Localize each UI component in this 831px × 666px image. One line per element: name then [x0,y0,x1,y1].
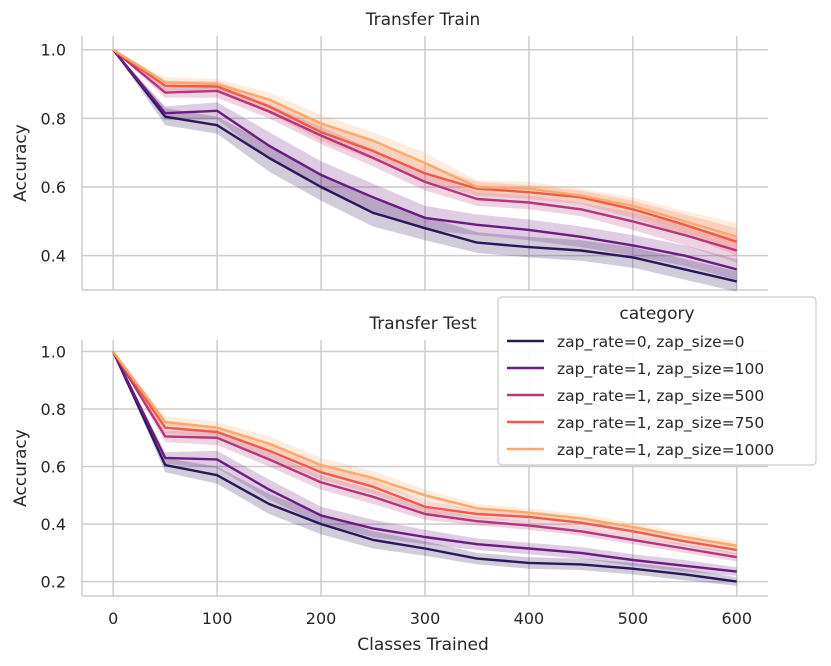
ci-band-series-3 [113,351,737,562]
y-axis-label: Accuracy [11,429,31,507]
panel-2: 0.2 0.4 0.6 0.8 1.0 0 100 200 300 400 500 600 Classe… [11,314,768,655]
line-series-1 [112,48,738,283]
x-tick-label: 0 [108,609,118,628]
y-tick-label: 1.0 [41,41,66,60]
legend-entry-label: zap_rate=1, zap_size=750 [557,414,764,433]
line-series-2 [112,350,737,573]
legend: category zap_rate=0, zap_size=0 zap_rate=1… [497,296,817,466]
line-series-5 [112,48,738,238]
x-tick-label: 500 [618,609,649,628]
x-tick-label: 400 [514,609,545,628]
x-tick-label: 600 [722,609,753,628]
x-axis-label: Classes Trained [357,635,488,655]
ci-band-series-2 [113,49,737,280]
y-tick-label: 0.6 [41,178,66,197]
line-series-2 [112,48,738,271]
line-series-3 [112,350,737,559]
line-series-4 [112,48,738,244]
legend-entry-label: zap_rate=1, zap_size=500 [557,387,764,406]
line-series-3 [112,48,738,252]
y-axis-label: Accuracy [11,124,31,202]
y-tick-label: 0.6 [41,458,66,477]
legend-entry-label: zap_rate=1, zap_size=100 [557,360,764,379]
y-tick-label: 0.4 [41,515,66,534]
legend-entry-label: zap_rate=1, zap_size=1000 [557,441,774,460]
legend-entry-label: zap_rate=0, zap_size=0 [557,333,745,352]
y-tick-label: 0.2 [41,573,66,592]
x-tick-label: 300 [410,609,441,628]
panel-title: Transfer Test [368,314,477,334]
y-tick-label: 1.0 [41,343,66,362]
line-series-4 [112,350,737,552]
legend-box [497,296,817,466]
x-tick-label: 100 [202,609,233,628]
ci-band-series-2 [113,351,737,576]
line-series-5 [112,350,737,547]
panel-title: Transfer Train [365,10,481,30]
y-tick-label: 0.8 [41,400,66,419]
line-series-1 [112,351,737,583]
legend-title: category [619,304,694,324]
y-tick-label: 0.4 [41,247,66,266]
ci-band-series-4 [113,49,737,256]
y-tick-label: 0.8 [41,109,66,128]
x-tick-label: 200 [306,609,337,628]
panel-1: 0.4 0.6 0.8 1.0 Transfer Train Accuracy [11,10,768,292]
